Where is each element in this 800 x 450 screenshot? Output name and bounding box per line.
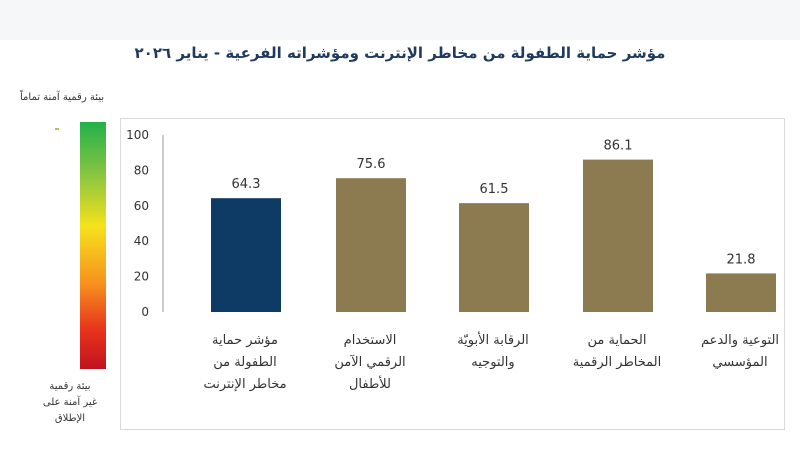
x-category-label-line: والتوجيه <box>471 355 515 370</box>
y-tick-label: 80 <box>134 163 149 177</box>
x-category-label-line: الحماية من <box>587 333 647 348</box>
x-category-label-line: للأطفال <box>348 377 392 392</box>
scale-bottom-label: بيئة رقمية غير آمنة على الإطلاق <box>30 379 110 427</box>
bar <box>211 198 281 312</box>
scale-top-label: بيئة رقمية آمنة تماماً <box>20 92 105 103</box>
scale-marker <box>55 128 59 130</box>
bar-value-label: 61.5 <box>480 182 509 197</box>
top-band <box>0 0 800 40</box>
bar <box>583 159 653 312</box>
y-tick-label: 100 <box>126 128 149 142</box>
y-tick-label: 60 <box>134 199 149 213</box>
y-tick-label: 40 <box>134 234 149 248</box>
bar <box>706 273 776 312</box>
bar-value-label: 86.1 <box>604 139 633 154</box>
chart-area: 0 20 40 60 80 100 64.3 75.6 61.5 86.1 21.8 <box>120 118 785 430</box>
scale-bottom-line-2: غير آمنة على <box>42 397 98 408</box>
y-tick-label: 20 <box>134 270 149 284</box>
bar-chart: 0 20 40 60 80 100 64.3 75.6 61.5 86.1 21.8 <box>126 128 776 319</box>
y-tick-label: 0 <box>141 305 149 319</box>
safety-gradient-scale <box>80 122 106 369</box>
x-category-label-line: المؤسسي <box>712 355 768 370</box>
x-category-label-line: مخاطر الإنترنت <box>203 377 287 392</box>
x-category-label-line: الرقابة الأبويّة <box>457 333 529 348</box>
x-category-label-line: المخاطر الرقمية <box>572 355 662 370</box>
scale-bottom-line-3: الإطلاق <box>54 413 86 424</box>
x-category-label: الاستخدام الرقمي الآمن للأطفال <box>315 330 425 396</box>
scale-bottom-line-1: بيئة رقمية <box>49 381 91 392</box>
bar-value-label: 75.6 <box>357 157 386 172</box>
bar-value-label: 21.8 <box>727 252 756 267</box>
bar <box>459 203 529 312</box>
x-category-label-line: التوعية والدعم <box>700 333 780 348</box>
chart-title: مؤشر حماية الطفولة من مخاطر الإنترنت ومؤ… <box>134 44 666 62</box>
bar <box>336 178 406 312</box>
x-category-label-line: الطفولة من <box>213 355 277 370</box>
x-category-label-line: الرقمي الآمن <box>334 355 406 370</box>
x-category-label: الحماية من المخاطر الرقمية <box>562 330 672 374</box>
x-category-label-line: الاستخدام <box>343 333 397 348</box>
x-category-label: التوعية والدعم المؤسسي <box>685 330 795 374</box>
bar-value-label: 64.3 <box>232 177 261 192</box>
x-category-label: مؤشر حماية الطفولة من مخاطر الإنترنت <box>190 330 300 396</box>
x-category-label-line: مؤشر حماية <box>212 333 278 348</box>
x-category-label: الرقابة الأبويّة والتوجيه <box>438 330 548 374</box>
